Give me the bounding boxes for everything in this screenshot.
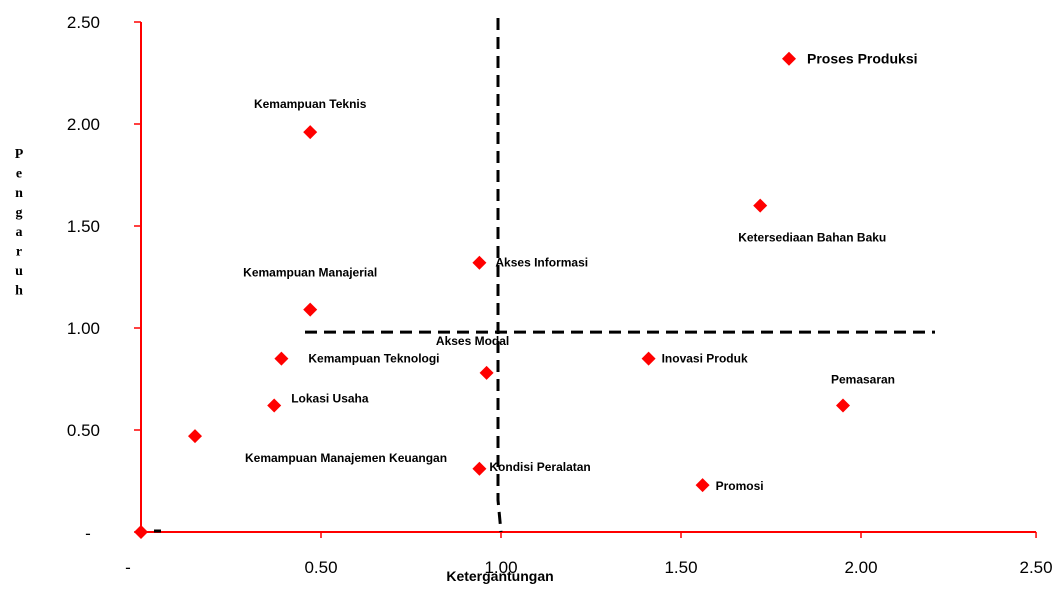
data-point-marker — [472, 461, 487, 476]
x-tick-label: 2.50 — [1020, 558, 1053, 577]
x-tick-label: 0.50 — [304, 558, 337, 577]
y-tick-label: - — [85, 524, 91, 543]
data-point-label: Lokasi Usaha — [291, 392, 369, 406]
vertical-divider — [496, 18, 503, 533]
data-point-marker — [641, 351, 656, 366]
data-point-marker — [753, 198, 768, 213]
data-point-marker — [303, 302, 318, 317]
data-points — [134, 51, 850, 539]
y-tick-label: 2.00 — [67, 115, 100, 134]
data-point-label: Pemasaran — [831, 373, 895, 387]
data-point-marker — [472, 255, 487, 270]
data-point-label: Akses Informasi — [495, 256, 588, 270]
data-point-label: Akses Modal — [436, 334, 509, 348]
data-point-label: Kemampuan Manajemen Keuangan — [245, 451, 447, 465]
x-tick-label: 1.50 — [664, 558, 697, 577]
x-tick-labels: - 0.50 1.00 1.50 2.00 2.50 — [125, 558, 1052, 577]
data-point-marker — [836, 398, 850, 413]
data-point-label: Kemampuan Manajerial — [243, 266, 377, 280]
data-point-label: Kondisi Peralatan — [489, 460, 590, 474]
axes — [134, 21, 1037, 538]
data-point-label: Proses Produksi — [807, 51, 918, 67]
data-point-marker — [134, 525, 148, 539]
data-point-label: Inovasi Produk — [662, 352, 748, 366]
data-point-marker — [782, 51, 796, 66]
y-tick-label: 0.50 — [67, 421, 100, 440]
y-tick-labels: - 0.50 1.00 1.50 2.00 2.50 — [67, 13, 100, 543]
data-point-marker — [479, 365, 494, 380]
data-point-label: Promosi — [716, 479, 764, 493]
x-tick-label: - — [125, 558, 131, 577]
data-point-label: Kemampuan Teknologi — [308, 352, 439, 366]
data-point-marker — [274, 351, 289, 366]
x-tick-label: 1.00 — [484, 558, 517, 577]
data-point-label: Kemampuan Teknis — [254, 97, 367, 111]
point-labels: Proses Produksi Kemampuan Teknis Ketersedi… — [243, 51, 917, 493]
y-tick-label: 1.00 — [67, 319, 100, 338]
data-point-marker — [188, 429, 202, 444]
x-tick-label: 2.00 — [844, 558, 877, 577]
y-tick-label: 1.50 — [67, 217, 100, 236]
data-point-marker — [267, 398, 282, 413]
quadrant-dividers — [154, 18, 935, 533]
data-point-label: Ketersediaan Bahan Baku — [738, 231, 886, 245]
data-point-marker — [695, 478, 710, 493]
y-tick-label: 2.50 — [67, 13, 100, 32]
data-point-marker — [303, 125, 318, 140]
x-axis-title: Ketergantungan — [446, 568, 553, 584]
